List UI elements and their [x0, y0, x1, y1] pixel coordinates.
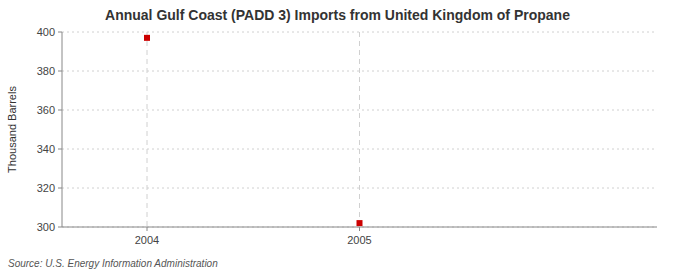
y-tick-label: 360: [37, 104, 55, 116]
y-axis-label: Thousand Barrels: [6, 86, 18, 173]
x-tick-label: 2004: [135, 234, 159, 246]
y-tick: [58, 188, 62, 189]
y-tick-label: 400: [37, 26, 55, 38]
y-grid-line: [62, 227, 657, 228]
grid: [62, 32, 657, 227]
point: [144, 35, 150, 41]
y-tick: [58, 32, 62, 33]
y-tick: [58, 110, 62, 111]
y-tick: [58, 149, 62, 150]
points: [144, 35, 363, 226]
point: [357, 220, 363, 226]
y-tick-label: 320: [37, 182, 55, 194]
axes: 300 320 340 360 380 400 2004 2005: [37, 26, 657, 246]
x-tick: [147, 227, 148, 231]
y-tick-label: 300: [37, 221, 55, 233]
x-grid-line: [147, 32, 148, 227]
y-tick: [58, 71, 62, 72]
y-tick-label: 380: [37, 65, 55, 77]
x-axis-line: [62, 227, 657, 228]
x-tick-label: 2005: [347, 234, 371, 246]
chart: Annual Gulf Coast (PADD 3) Imports from …: [0, 0, 675, 275]
x-grid-line: [359, 32, 360, 227]
y-tick-label: 340: [37, 143, 55, 155]
source: Source: U.S. Energy Information Administ…: [8, 258, 218, 269]
x-tick: [359, 227, 360, 231]
y-tick: [58, 227, 62, 228]
y-grid-line: [62, 110, 657, 111]
title: Annual Gulf Coast (PADD 3) Imports from …: [105, 7, 570, 23]
y-axis-line: [62, 32, 63, 227]
